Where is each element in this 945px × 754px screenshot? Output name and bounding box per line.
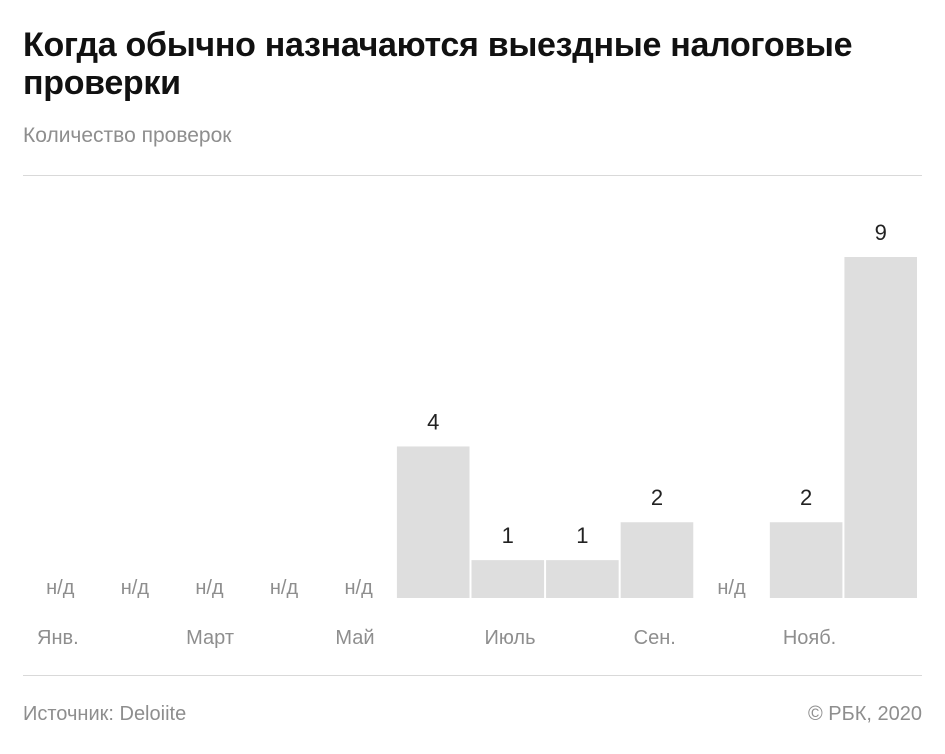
bar: [471, 560, 545, 598]
x-tick-label: Нояб.: [783, 627, 836, 649]
data-label: 4: [427, 409, 439, 434]
bar: [844, 257, 917, 598]
data-label: 2: [800, 485, 812, 510]
chart-subtitle: Количество проверок: [23, 124, 232, 147]
chart-title: Когда обычно назначаются выездные налого…: [23, 26, 853, 102]
bar: [546, 560, 619, 598]
bar-chart: н/д Янв. н/д н/д Март н/д н/д Май 4 1 Июль 1 2 Сен. н/…: [37, 220, 917, 649]
x-tick-label: Март: [186, 627, 234, 649]
data-label: 2: [651, 485, 663, 510]
source-text: Источник: Deloiite: [23, 703, 187, 725]
bar: [620, 522, 694, 598]
x-tick-label: Июль: [485, 627, 536, 649]
x-tick-label: Сен.: [634, 627, 676, 649]
bar: [769, 522, 843, 598]
missing-label: н/д: [344, 577, 373, 599]
data-label: 1: [576, 523, 588, 548]
missing-label: н/д: [195, 577, 224, 599]
missing-label: н/д: [717, 577, 746, 599]
missing-label: н/д: [270, 577, 299, 599]
bar: [396, 446, 470, 598]
top-divider: [23, 175, 922, 176]
data-label: 9: [875, 220, 887, 245]
x-tick-label: Янв.: [37, 627, 79, 649]
x-tick-label: Май: [335, 627, 374, 649]
bottom-divider: [23, 675, 922, 676]
copyright-text: © РБК, 2020: [807, 703, 922, 725]
missing-label: н/д: [121, 577, 150, 599]
missing-label: н/д: [46, 577, 75, 599]
data-label: 1: [502, 523, 514, 548]
